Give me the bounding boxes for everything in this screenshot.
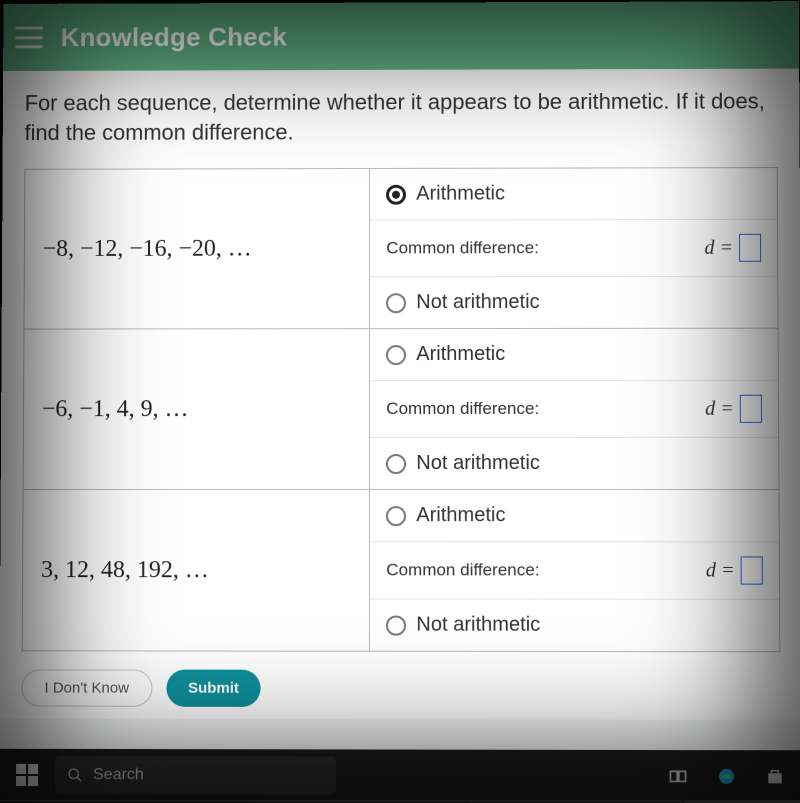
sequence-table: −8, −12, −16, −20, … Arithmetic Common dif… — [22, 167, 781, 652]
radio-icon[interactable] — [386, 293, 406, 313]
d-equals-label: d = — [705, 398, 734, 421]
app-header: Knowledge Check — [3, 1, 799, 71]
option-label: Not arithmetic — [416, 452, 540, 475]
start-button[interactable] — [7, 755, 47, 795]
option-label: Arithmetic — [416, 183, 505, 206]
option-label: Not arithmetic — [416, 614, 540, 637]
radio-icon[interactable] — [386, 454, 406, 474]
taskbar-search[interactable]: Search — [55, 756, 336, 795]
table-row: −8, −12, −16, −20, … Arithmetic Common dif… — [24, 168, 778, 329]
i-dont-know-button[interactable]: I Don't Know — [21, 670, 152, 707]
question-prompt: For each sequence, determine whether it … — [24, 87, 777, 148]
sequence-cell: 3, 12, 48, 192, … — [22, 490, 370, 652]
submit-button[interactable]: Submit — [166, 670, 261, 707]
common-difference-label: Common difference: — [386, 239, 539, 259]
content-area: For each sequence, determine whether it … — [0, 69, 800, 721]
options-cell: Arithmetic Common difference: d = Not arit… — [370, 490, 780, 652]
radio-icon[interactable] — [386, 615, 406, 635]
common-difference-label: Common difference: — [386, 561, 539, 581]
option-label: Arithmetic — [416, 343, 505, 366]
common-difference-label: Common difference: — [386, 399, 539, 419]
options-cell: Arithmetic Common difference: d = Not arit… — [370, 329, 779, 490]
radio-icon[interactable] — [386, 506, 406, 526]
option-not-arithmetic[interactable]: Not arithmetic — [370, 599, 779, 652]
sequence-cell: −8, −12, −16, −20, … — [24, 169, 370, 330]
common-difference-row: Common difference: d = — [370, 219, 777, 276]
edge-icon[interactable] — [706, 756, 747, 797]
search-icon — [67, 767, 83, 783]
options-cell: Arithmetic Common difference: d = Not arit… — [370, 168, 778, 329]
answer-input[interactable] — [739, 234, 761, 262]
table-row: 3, 12, 48, 192, … Arithmetic Common differ… — [22, 490, 780, 652]
option-arithmetic[interactable]: Arithmetic — [370, 168, 777, 220]
answer-input[interactable] — [740, 395, 762, 423]
option-arithmetic[interactable]: Arithmetic — [370, 329, 778, 380]
sequence-cell: −6, −1, 4, 9, … — [23, 329, 370, 490]
d-equals-label: d = — [704, 237, 733, 260]
option-label: Arithmetic — [416, 504, 505, 527]
table-row: −6, −1, 4, 9, … Arithmetic Common differen… — [23, 329, 779, 490]
button-row: I Don't Know Submit — [21, 670, 780, 708]
answer-input[interactable] — [741, 557, 763, 585]
option-label: Not arithmetic — [416, 291, 539, 314]
taskbar: Search — [0, 749, 800, 803]
d-equals-label: d = — [706, 559, 735, 582]
radio-icon[interactable] — [386, 345, 406, 365]
common-difference-row: Common difference: d = — [370, 380, 778, 437]
taskbar-search-placeholder: Search — [93, 766, 144, 784]
common-difference-row: Common difference: d = — [370, 542, 779, 600]
task-view-icon[interactable] — [658, 756, 699, 797]
windows-icon — [16, 764, 38, 786]
store-icon[interactable] — [755, 756, 796, 797]
page-title: Knowledge Check — [61, 21, 288, 52]
radio-icon[interactable] — [386, 185, 406, 205]
option-not-arithmetic[interactable]: Not arithmetic — [370, 276, 777, 328]
option-arithmetic[interactable]: Arithmetic — [370, 490, 779, 541]
option-not-arithmetic[interactable]: Not arithmetic — [370, 437, 778, 489]
menu-icon[interactable] — [15, 26, 43, 48]
